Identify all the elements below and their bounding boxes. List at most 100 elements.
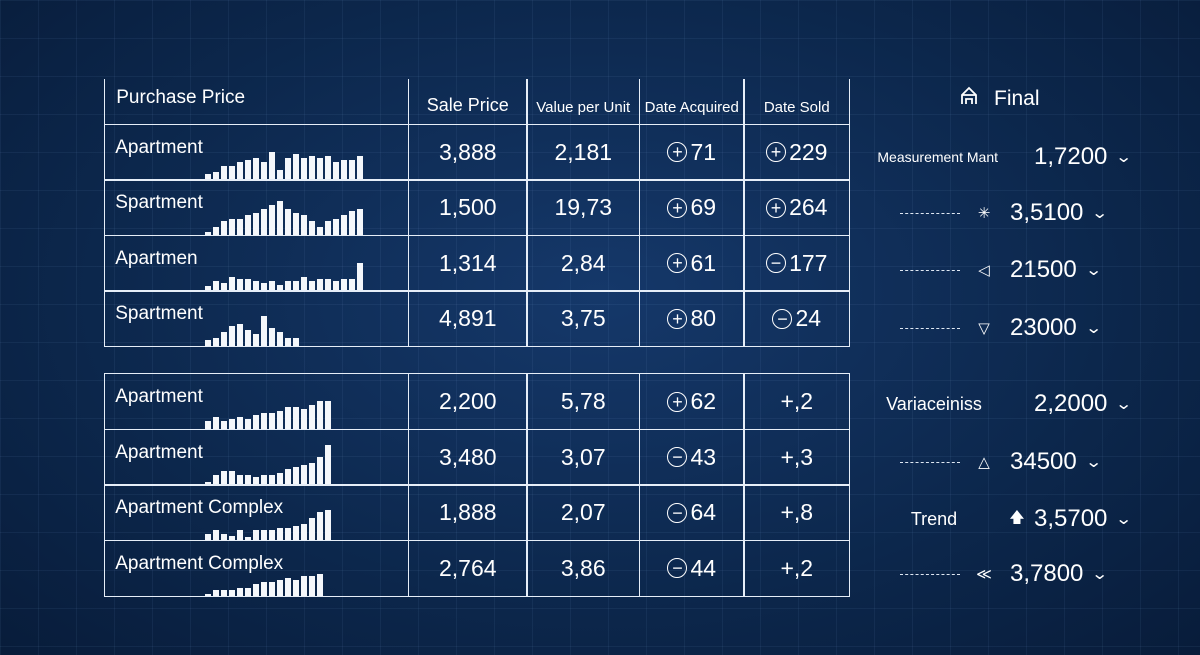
final-row[interactable]: △ 34500 ⌄ — [870, 442, 1200, 482]
final-label: Final — [994, 87, 1040, 110]
table-row[interactable]: Spartment 1,500 19,73 +69 +264 — [104, 179, 855, 237]
final-row[interactable]: ✳ 3,5100 ⌄ — [870, 193, 1200, 233]
final-row[interactable]: ▽ 23000 ⌄ — [870, 308, 1200, 348]
date-acquired-value: 71 — [690, 138, 717, 165]
sale-price-value: 4,891 — [438, 305, 497, 332]
purchase-cell: Apartment — [104, 428, 410, 486]
chevron-down-icon[interactable]: ⌄ — [1084, 262, 1103, 279]
spark-bar — [277, 284, 284, 291]
date-acquired-cell: +69 — [638, 179, 745, 237]
triangle-up-icon: △ — [978, 454, 990, 471]
spark-bar — [245, 537, 252, 541]
property-label: Apartmen — [115, 247, 198, 269]
final-row[interactable]: Trend 🡅 3,5700 ⌄ — [870, 499, 1200, 539]
sale-price-value: 1,500 — [438, 194, 497, 221]
spark-bar — [309, 462, 316, 485]
spark-bar — [269, 474, 276, 485]
final-row[interactable]: Variaceiniss 2,2000 ⌄ — [870, 384, 1200, 424]
date-acquired-value: 80 — [690, 305, 717, 332]
plus-circle-icon: + — [766, 197, 787, 218]
date-acquired-value: 61 — [690, 249, 717, 276]
chevron-down-icon[interactable]: ⌄ — [1084, 454, 1103, 471]
col-date-acquired: Date Acquired — [638, 79, 745, 126]
value-per-unit-value: 19,73 — [554, 194, 613, 221]
spark-bar — [269, 413, 276, 430]
table-row[interactable]: Apartment 3,480 3,07 −43 +,3 — [104, 428, 855, 486]
spark-bar — [245, 330, 252, 347]
date-sold-value: +,8 — [780, 499, 814, 526]
chevron-down-icon[interactable]: ⌄ — [1115, 149, 1133, 166]
plus-circle-icon: + — [667, 142, 688, 163]
chevron-down-icon[interactable]: ⌄ — [1115, 396, 1133, 413]
sale-price-value: 2,764 — [438, 554, 497, 581]
date-sold-value: +,2 — [780, 554, 814, 581]
spark-bar — [317, 456, 324, 485]
spark-bar — [229, 589, 236, 596]
spark-bar — [285, 209, 292, 236]
table-header: Purchase Price Sale Price Value per Unit… — [104, 79, 855, 126]
spark-bar — [245, 215, 252, 236]
spark-bar — [205, 481, 212, 485]
date-sold-cell: −177 — [743, 234, 851, 292]
purchase-cell: Apartment — [104, 123, 410, 181]
spark-bar — [245, 159, 252, 180]
chevron-down-icon[interactable]: ⌄ — [1084, 320, 1103, 337]
spark-bar — [277, 201, 284, 236]
spark-bar — [253, 476, 260, 485]
sale-price-value: 2,200 — [438, 388, 497, 415]
property-label: Apartment — [115, 386, 203, 408]
spark-bar — [205, 534, 212, 541]
table-row[interactable]: Apartment 2,200 5,78 +62 +,2 — [104, 373, 855, 431]
chevron-down-icon[interactable]: ⌄ — [1091, 205, 1109, 222]
final-row[interactable]: Measurement Mant 1,7200 ⌄ — [870, 137, 1200, 177]
property-label: Spartment — [115, 192, 203, 214]
col-value-per-unit: Value per Unit — [526, 79, 641, 126]
final-row-label: Variaceiniss — [886, 393, 982, 414]
spark-bar — [325, 221, 332, 236]
table-row[interactable]: Apartment Complex 2,764 3,86 −44 +,2 — [104, 539, 855, 597]
spark-bar — [317, 512, 324, 541]
final-value: 3,5100 — [1010, 199, 1084, 226]
date-acquired-cell: +62 — [638, 373, 745, 431]
spark-bar — [245, 474, 252, 485]
final-value: 21500 — [1010, 256, 1077, 283]
spark-bar — [237, 219, 244, 236]
spark-bar — [277, 472, 284, 485]
property-label: Apartment — [115, 136, 203, 158]
spark-bar — [245, 587, 252, 596]
spark-bar — [285, 157, 292, 180]
spark-bar — [301, 215, 308, 236]
spark-bar — [293, 579, 300, 596]
dashed-leader — [900, 327, 960, 329]
table-row[interactable]: Apartment Complex 1,888 2,07 −64 +,8 — [104, 484, 855, 542]
spark-bar — [213, 474, 220, 485]
chevron-down-icon[interactable]: ⌄ — [1115, 511, 1133, 528]
value-per-unit-cell: 3,75 — [526, 290, 641, 348]
spark-bar — [229, 536, 236, 541]
minus-circle-icon: − — [766, 253, 787, 274]
purchase-cell: Spartment — [104, 179, 410, 237]
date-acquired-cell: +80 — [638, 290, 745, 348]
date-sold-cell: +,3 — [743, 428, 851, 486]
table-row[interactable]: Apartment 3,888 2,181 +71 +229 — [104, 123, 855, 181]
value-per-unit-value: 2,07 — [560, 499, 606, 526]
value-per-unit-value: 2,84 — [560, 249, 606, 276]
chevron-down-icon[interactable]: ⌄ — [1091, 566, 1109, 583]
spark-bar — [293, 338, 300, 347]
table-row[interactable]: Apartmen 1,314 2,84 +61 −177 — [104, 234, 855, 292]
table-row[interactable]: Spartment 4,891 3,75 +80 −24 — [104, 290, 855, 348]
spark-bar — [213, 338, 220, 347]
sparkline — [205, 251, 405, 291]
final-row[interactable]: ◁ 21500 ⌄ — [870, 250, 1200, 290]
spark-bar — [285, 338, 292, 347]
date-acquired-value: 64 — [690, 499, 717, 526]
spark-bar — [221, 421, 228, 430]
sale-price-cell: 4,891 — [407, 290, 528, 348]
spark-bar — [269, 280, 276, 291]
final-row[interactable]: ≪ 3,7800 ⌄ — [870, 554, 1200, 594]
spark-bar — [269, 581, 276, 596]
value-per-unit-cell: 3,86 — [526, 539, 641, 597]
date-acquired-cell: −44 — [638, 539, 745, 597]
spark-bar — [269, 530, 276, 541]
spark-bar — [221, 282, 228, 291]
